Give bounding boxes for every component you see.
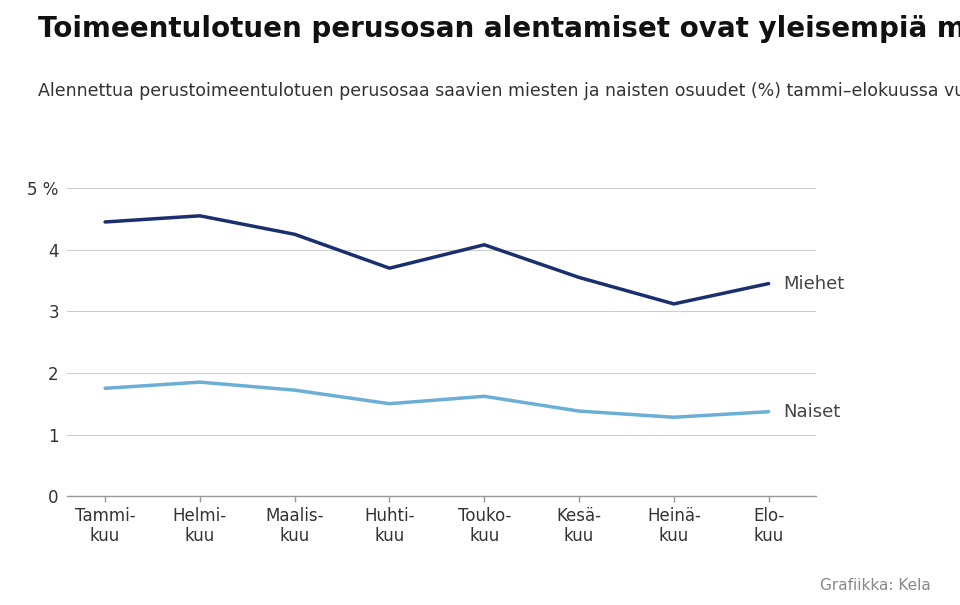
Text: Naiset: Naiset <box>782 403 840 420</box>
Text: Grafiikka: Kela: Grafiikka: Kela <box>821 578 931 593</box>
Text: Miehet: Miehet <box>782 275 844 293</box>
Text: Toimeentulotuen perusosan alentamiset ovat yleisempiä miehillä: Toimeentulotuen perusosan alentamiset ov… <box>38 15 960 43</box>
Text: Alennettua perustoimeentulotuen perusosaa saavien miesten ja naisten osuudet (%): Alennettua perustoimeentulotuen perusosa… <box>38 82 960 100</box>
